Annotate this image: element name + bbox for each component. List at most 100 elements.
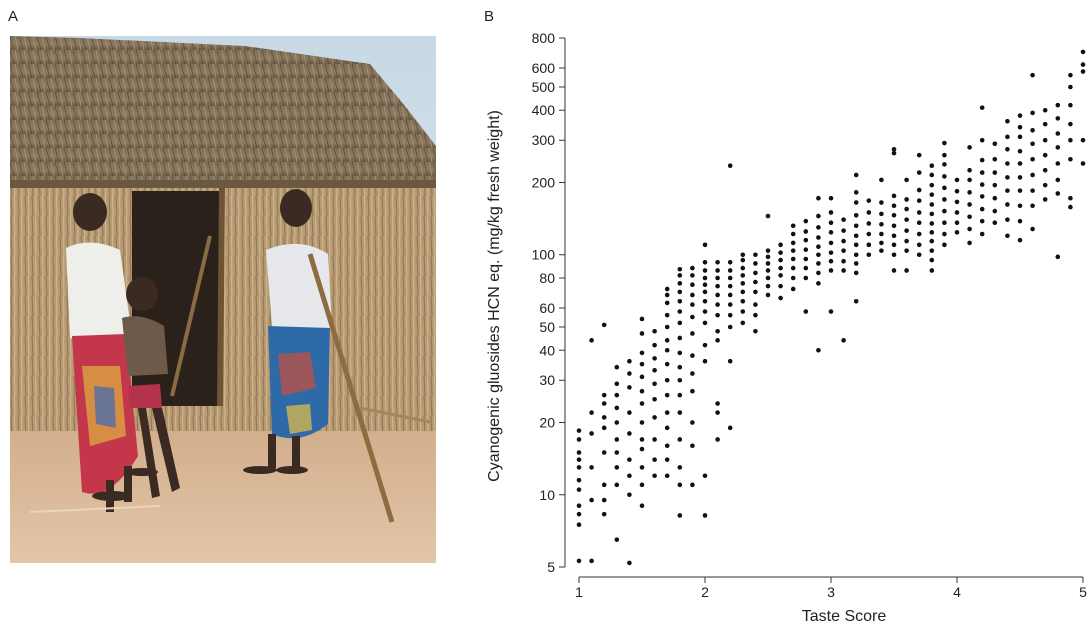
data-point xyxy=(690,331,695,336)
data-point xyxy=(627,431,632,436)
data-point xyxy=(601,511,607,517)
data-point xyxy=(1068,84,1073,90)
data-point xyxy=(778,265,783,271)
data-point xyxy=(879,231,884,237)
data-point xyxy=(891,233,897,239)
data-point xyxy=(715,328,720,334)
data-point xyxy=(891,268,897,273)
data-point xyxy=(790,223,796,229)
data-point xyxy=(1030,226,1035,232)
data-point xyxy=(765,261,771,266)
data-point xyxy=(929,211,935,217)
data-point xyxy=(904,217,909,222)
data-point xyxy=(639,503,645,509)
data-point xyxy=(841,248,846,253)
data-point xyxy=(652,381,657,387)
data-point xyxy=(677,437,683,442)
data-point xyxy=(1030,110,1035,116)
data-point xyxy=(828,220,834,225)
data-point xyxy=(690,265,695,271)
data-point xyxy=(614,405,620,411)
data-point xyxy=(765,254,771,260)
data-point xyxy=(992,220,998,225)
data-point xyxy=(753,279,758,285)
data-point xyxy=(841,217,846,222)
data-point xyxy=(954,230,960,235)
data-point xyxy=(614,392,620,398)
data-point xyxy=(967,177,972,183)
data-point xyxy=(677,335,683,341)
data-point xyxy=(866,252,872,258)
data-point xyxy=(1055,145,1061,150)
data-point xyxy=(664,457,670,462)
data-point xyxy=(967,202,972,207)
data-point xyxy=(576,477,582,483)
y-tick-label: 300 xyxy=(532,132,556,148)
data-point xyxy=(1005,233,1010,239)
data-point xyxy=(702,473,708,479)
data-point xyxy=(652,457,657,462)
data-point xyxy=(740,309,746,314)
data-point xyxy=(715,283,720,289)
data-point xyxy=(1005,175,1010,180)
data-point xyxy=(1042,182,1048,188)
data-point xyxy=(866,198,872,203)
data-point xyxy=(816,281,821,286)
data-point xyxy=(1042,107,1048,113)
data-point xyxy=(627,385,632,390)
x-tick-label: 2 xyxy=(701,584,709,600)
data-point xyxy=(979,137,985,143)
data-point xyxy=(677,392,683,398)
data-point xyxy=(891,147,897,152)
data-point xyxy=(790,231,796,237)
data-point xyxy=(727,260,733,265)
data-point xyxy=(891,213,897,218)
data-point xyxy=(803,237,809,243)
data-point xyxy=(627,371,632,376)
data-point xyxy=(916,198,922,203)
data-point xyxy=(853,233,859,239)
data-point xyxy=(690,482,695,488)
scatter-chart: 5 10 20 30 40 50 60 80 100 200 300 400 500 600 800 1 2 3… xyxy=(486,30,1087,625)
data-point xyxy=(740,265,746,271)
data-point xyxy=(627,492,632,498)
data-point xyxy=(853,190,859,195)
data-point xyxy=(853,252,859,258)
data-point xyxy=(954,177,960,183)
data-point xyxy=(816,213,821,219)
data-point xyxy=(1017,237,1023,243)
data-point xyxy=(727,268,733,273)
data-point xyxy=(677,289,683,295)
data-point xyxy=(664,361,670,367)
data-points xyxy=(576,49,1086,566)
y-tick-label: 20 xyxy=(539,415,555,431)
data-point xyxy=(765,268,771,273)
data-point xyxy=(1030,141,1035,147)
data-point xyxy=(601,322,607,328)
data-point xyxy=(1005,161,1010,166)
data-point xyxy=(601,482,607,488)
data-point xyxy=(627,358,632,364)
data-point xyxy=(664,286,670,292)
data-point xyxy=(916,152,922,158)
data-point xyxy=(816,347,821,353)
data-point xyxy=(1005,202,1010,207)
data-point xyxy=(652,356,657,361)
data-point xyxy=(853,213,859,218)
data-point xyxy=(942,162,947,167)
data-point xyxy=(778,273,783,278)
data-point xyxy=(702,309,708,314)
data-point xyxy=(652,415,657,420)
data-point xyxy=(576,437,582,442)
data-point xyxy=(904,197,909,202)
data-point xyxy=(853,298,859,304)
data-point xyxy=(841,228,846,233)
data-point xyxy=(1005,147,1010,152)
data-point xyxy=(677,281,683,286)
data-point xyxy=(1080,161,1086,166)
data-point xyxy=(614,537,620,542)
data-point xyxy=(929,172,935,178)
data-point xyxy=(753,252,758,258)
data-point xyxy=(639,420,645,425)
data-point xyxy=(1042,137,1048,143)
